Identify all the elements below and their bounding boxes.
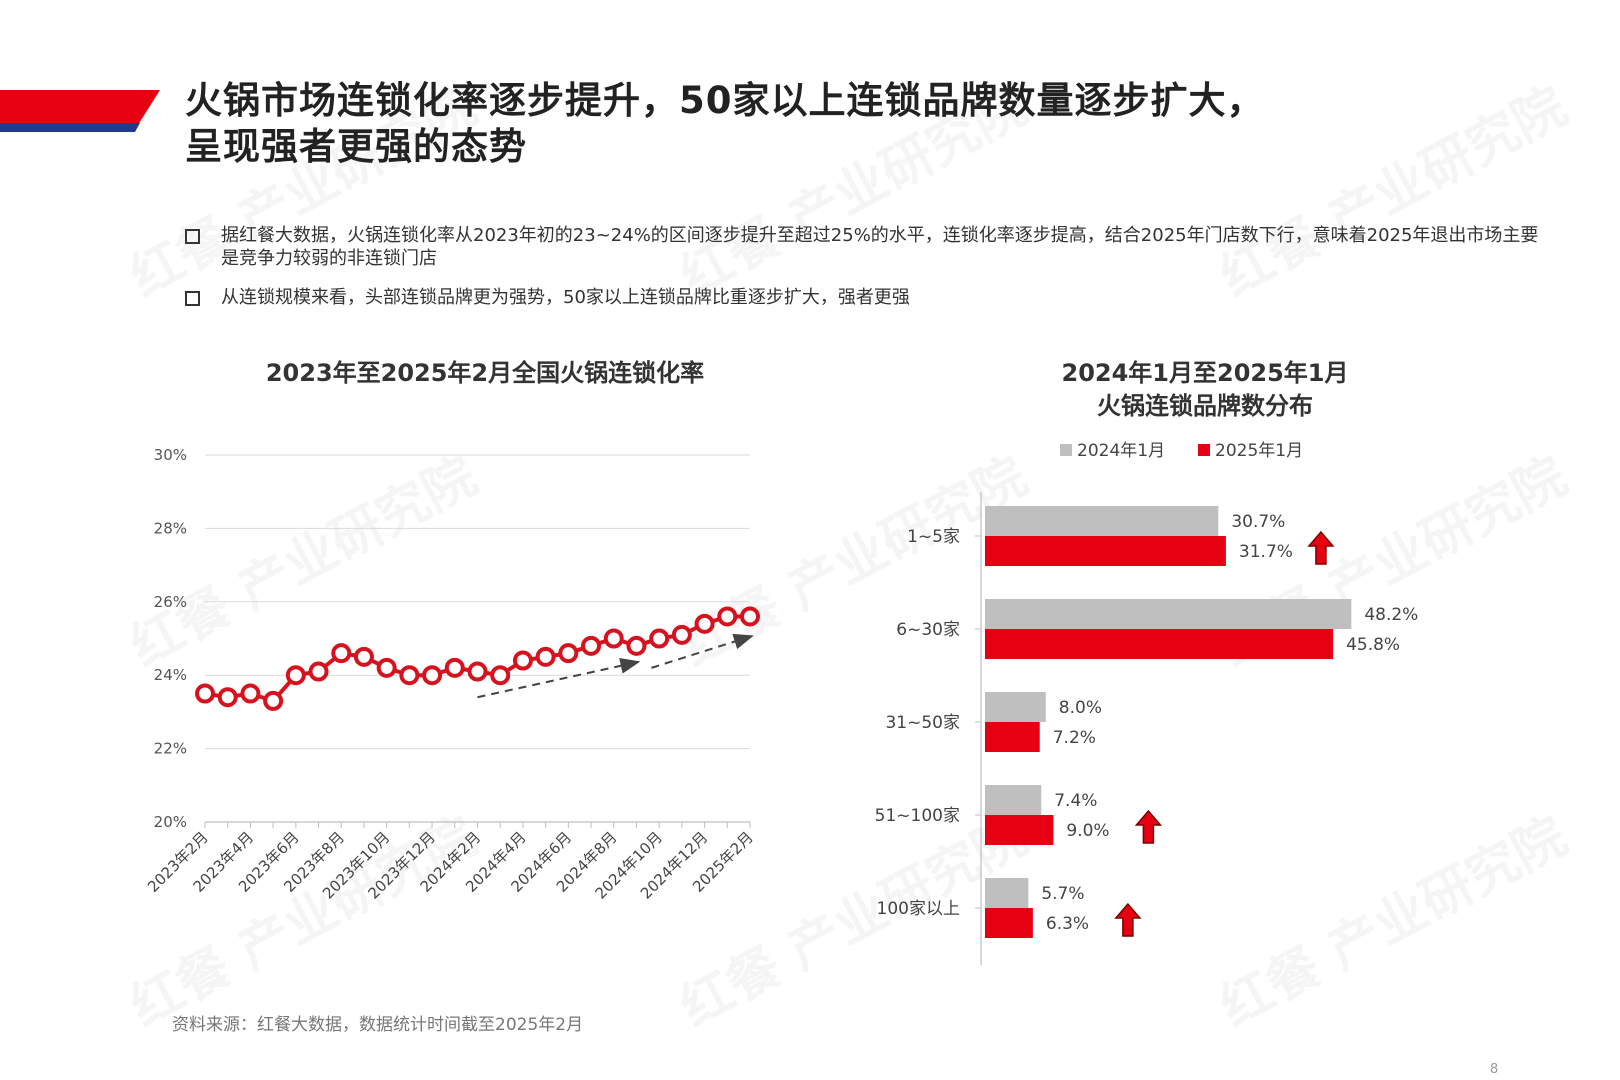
bar-value-label: 5.7% [1041, 884, 1084, 904]
data-point [422, 665, 443, 686]
data-point [649, 628, 670, 649]
bar-value-label: 8.0% [1059, 698, 1102, 718]
page-title-line1: 火锅市场连锁化率逐步提升，50家以上连锁品牌数量逐步扩大， [185, 79, 1265, 122]
data-point [558, 643, 579, 664]
bar-value-label: 9.0% [1066, 821, 1109, 841]
source-footnote: 资料来源：红餐大数据，数据统计时间截至2025年2月 [172, 1015, 584, 1035]
data-point [217, 687, 238, 708]
y-tick-label: 20% [154, 813, 187, 831]
data-point [581, 635, 602, 656]
y-tick-label: 26% [154, 593, 187, 611]
accent-bar [0, 90, 160, 132]
bar-chart: 2024年1月 2025年1月 1~5家 30.7% 31.7% 6~30家 48.2% 45… [875, 441, 1418, 965]
data-point [444, 657, 465, 678]
data-point [490, 665, 511, 686]
bar [985, 878, 1029, 908]
bar-value-label: 6.3% [1046, 914, 1089, 934]
up-arrow-icon [1114, 902, 1142, 937]
bar [985, 722, 1040, 752]
bar [985, 692, 1046, 722]
bar-value-label: 31.7% [1239, 542, 1293, 562]
y-tick-label: 24% [154, 666, 187, 684]
bar-value-label: 48.2% [1364, 605, 1418, 625]
bullet-item: 据红餐大数据，火锅连锁化率从2023年初的23~24%的区间逐步提升至超过25%… [185, 224, 1545, 270]
page-title: 火锅市场连锁化率逐步提升，50家以上连锁品牌数量逐步扩大， 呈现强者更强的态势 [185, 78, 1565, 170]
page-number: 8 [1490, 1062, 1499, 1077]
bar-value-label: 45.8% [1346, 635, 1400, 655]
data-point [671, 624, 692, 645]
data-point [240, 683, 261, 704]
square-bullet-icon [185, 229, 200, 244]
line-chart: 20%22%24%26%28%30%2023年2月2023年4月2023年6月2… [144, 446, 760, 903]
up-arrow-icon [1134, 809, 1163, 844]
data-point [535, 646, 556, 667]
bullet-list: 据红餐大数据，火锅连锁化率从2023年初的23~24%的区间逐步提升至超过25%… [185, 224, 1545, 325]
legend-label: 2025年1月 [1215, 441, 1303, 461]
data-point [740, 606, 760, 627]
category-label: 6~30家 [896, 620, 960, 640]
data-point [285, 665, 306, 686]
bullet-item: 从连锁规模来看，头部连锁品牌更为强势，50家以上连锁品牌比重逐步扩大，强者更强 [185, 286, 1545, 309]
trend-arrow [651, 633, 754, 669]
data-point [694, 613, 715, 634]
data-point [467, 661, 488, 682]
y-tick-label: 30% [154, 446, 187, 464]
data-point [626, 635, 647, 656]
bullet-text: 从连锁规模来看，头部连锁品牌更为强势，50家以上连锁品牌比重逐步扩大，强者更强 [221, 287, 910, 308]
legend-swatch [1060, 444, 1072, 456]
bar [985, 506, 1219, 536]
bar [985, 599, 1352, 629]
square-bullet-icon [185, 291, 200, 306]
data-point [353, 646, 374, 667]
bar [985, 536, 1226, 566]
bar [985, 908, 1033, 938]
legend-label: 2024年1月 [1077, 441, 1165, 461]
data-point [195, 683, 215, 704]
category-label: 51~100家 [875, 806, 960, 826]
data-point [399, 665, 420, 686]
data-point [376, 657, 397, 678]
data-point [308, 661, 329, 682]
data-point [263, 690, 284, 711]
bullet-text: 据红餐大数据，火锅连锁化率从2023年初的23~24%的区间逐步提升至超过25%… [221, 225, 1539, 269]
page-title-line2: 呈现强者更强的态势 [185, 125, 527, 168]
data-point [603, 628, 624, 649]
bar-chart-title-line: 火锅连锁品牌数分布 [1097, 392, 1313, 420]
bar [985, 785, 1042, 815]
data-point [331, 643, 352, 664]
bar-value-label: 30.7% [1231, 512, 1285, 532]
up-arrow-icon [1307, 530, 1335, 565]
bar-value-label: 7.2% [1053, 728, 1096, 748]
y-tick-label: 28% [154, 519, 187, 537]
y-tick-label: 22% [154, 740, 187, 758]
category-label: 31~50家 [885, 713, 960, 733]
category-label: 1~5家 [907, 527, 960, 547]
data-point [717, 606, 738, 627]
series-line [204, 614, 750, 704]
bar-chart-title-line: 2024年1月至2025年1月 [1061, 359, 1349, 387]
category-label: 100家以上 [877, 899, 960, 919]
legend-swatch [1198, 444, 1210, 456]
bar-value-label: 7.4% [1054, 791, 1097, 811]
bar [985, 629, 1334, 659]
line-chart-title: 2023年至2025年2月全国火锅连锁化率 [265, 359, 705, 387]
bar-chart-title: 2024年1月至2025年1月 火锅连锁品牌数分布 [980, 357, 1430, 423]
bar [985, 815, 1054, 845]
data-point [512, 650, 533, 671]
